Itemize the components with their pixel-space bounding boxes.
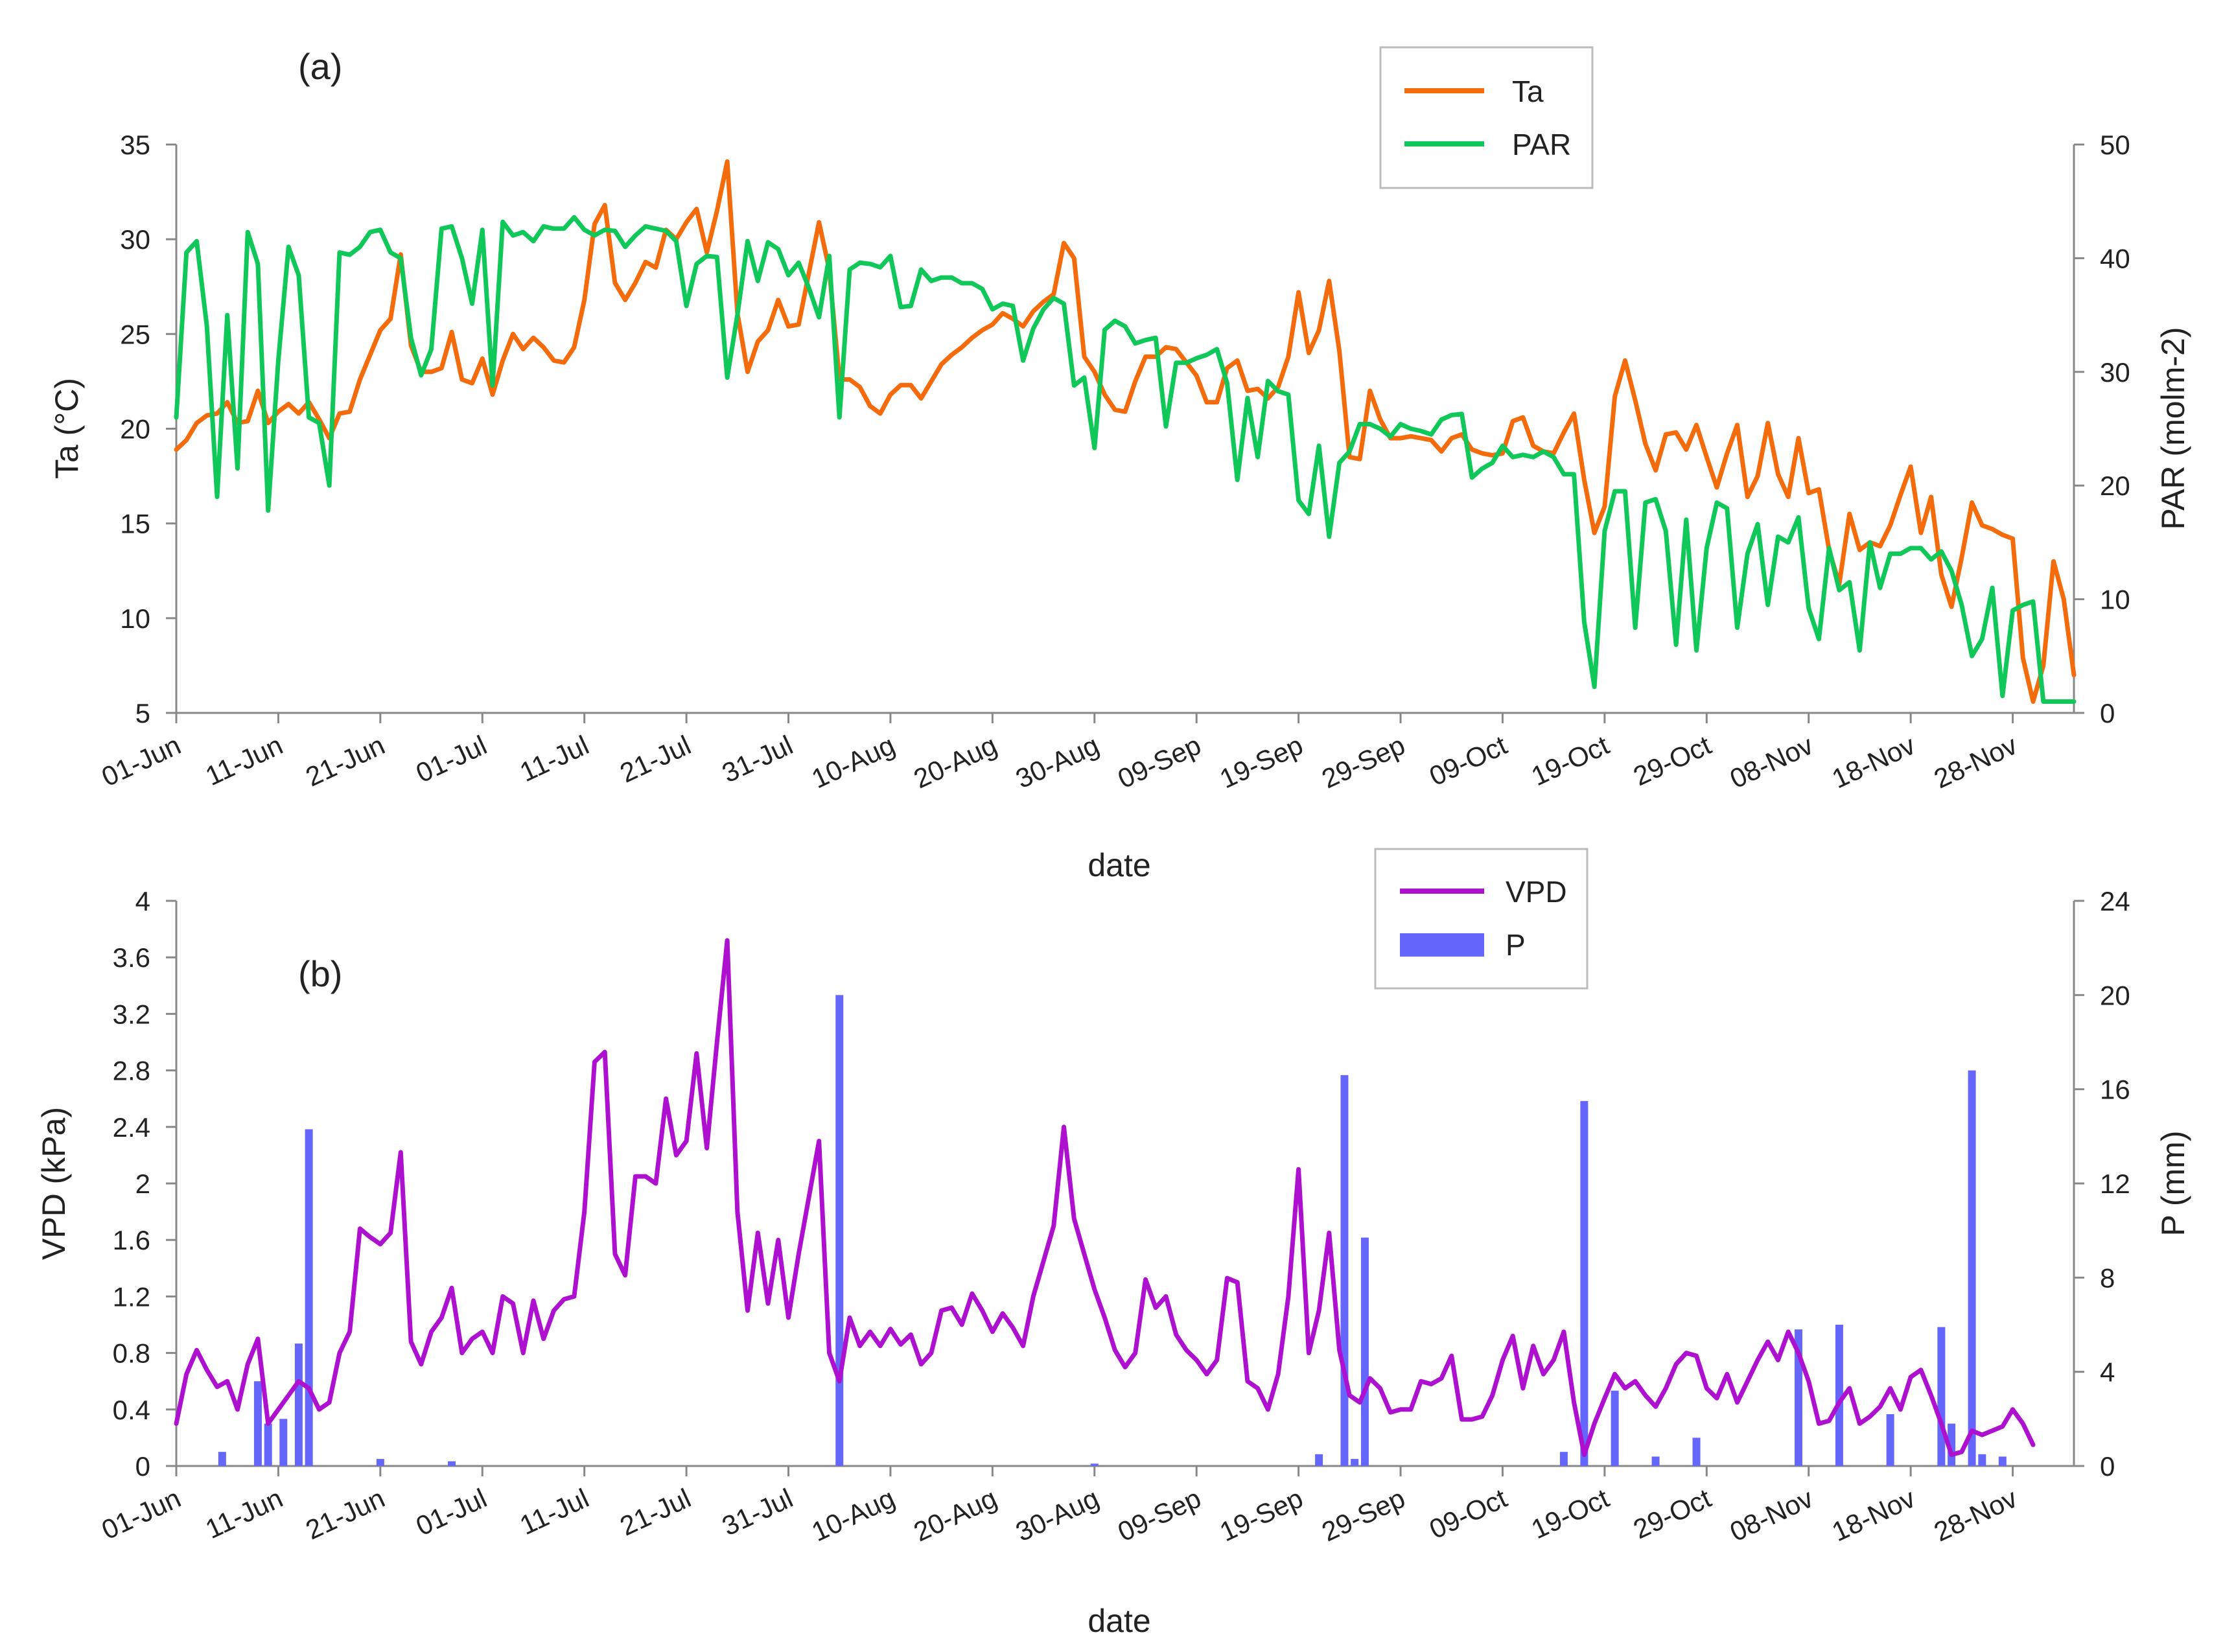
panel-a-x-axis-title: date <box>1088 847 1150 883</box>
y-tick-label: 10 <box>120 603 150 634</box>
y-tick-label: 2.4 <box>113 1112 150 1143</box>
y2-tick-label: 16 <box>2100 1075 2130 1105</box>
panel-a-legend: Ta PAR <box>1379 46 1594 189</box>
y-tick-label: 3.6 <box>113 942 150 973</box>
y2-tick-label: 10 <box>2100 585 2130 615</box>
precip-bar <box>1998 1456 2007 1466</box>
precip-bar <box>1651 1456 1660 1466</box>
precip-bar <box>1580 1100 1589 1466</box>
y-tick-label: 5 <box>135 698 150 728</box>
precip-bar <box>1692 1437 1701 1466</box>
precip-bar <box>218 1452 226 1466</box>
precip-bar <box>1978 1454 1986 1466</box>
y-tick-label: 3.2 <box>113 999 150 1029</box>
precip-bar <box>294 1344 303 1466</box>
panel-b-x-axis-title: date <box>1088 1603 1150 1639</box>
y2-tick-label: 40 <box>2100 243 2130 273</box>
panel-a-label: (a) <box>298 46 342 87</box>
precip-bar <box>279 1419 288 1466</box>
legend-p-swatch <box>1400 933 1484 957</box>
panel-b-legend: VPD P <box>1374 848 1589 990</box>
panel-b-y2-axis-title: P (mm) <box>2155 1131 2191 1237</box>
y-tick-label: 30 <box>120 224 150 255</box>
panel-b-precip-bars <box>218 995 2007 1466</box>
panel-b-series <box>174 938 2036 1458</box>
y2-tick-label: 24 <box>2100 886 2130 916</box>
precip-bar <box>1351 1459 1359 1466</box>
panel-b-label: (b) <box>298 953 342 994</box>
panel-b-left-ticks: 0 0.4 0.8 1.2 1.6 2 2.4 2.8 3.2 3.6 4 <box>113 886 176 1482</box>
precip-bar <box>305 1129 313 1466</box>
panel-a-right-ticks: 0 10 20 30 40 50 <box>2074 130 2130 728</box>
panel-a-y-axis-title: Ta (°C) <box>49 378 85 479</box>
precip-bar <box>264 1423 272 1466</box>
precip-bar <box>1090 1463 1099 1466</box>
y-tick-label: 35 <box>120 130 150 160</box>
y2-tick-label: 0 <box>2100 698 2115 728</box>
y-tick-label: 25 <box>120 319 150 349</box>
y-tick-label: 4 <box>135 886 150 916</box>
precip-bar <box>376 1459 384 1466</box>
y-tick-label: 20 <box>120 414 150 445</box>
y2-tick-label: 20 <box>2100 471 2130 501</box>
panel-a-series <box>174 159 2077 704</box>
y2-tick-label: 30 <box>2100 357 2130 388</box>
panel-a-left-ticks: 5 10 15 20 25 30 35 <box>120 130 176 728</box>
legend-par-label: PAR <box>1512 128 1571 161</box>
y-tick-label: 0 <box>135 1451 150 1482</box>
precip-bar <box>448 1461 456 1466</box>
y2-tick-label: 12 <box>2100 1169 2130 1199</box>
legend-p-label: P <box>1506 928 1526 962</box>
y-tick-label: 1.2 <box>113 1281 150 1312</box>
series-line-ta <box>174 159 2077 704</box>
precip-bar <box>1611 1390 1619 1466</box>
y2-tick-label: 4 <box>2100 1357 2115 1388</box>
y2-tick-label: 50 <box>2100 130 2130 160</box>
precip-bar <box>253 1381 262 1466</box>
precip-bar <box>1559 1452 1568 1466</box>
y-tick-label: 2.8 <box>113 1056 150 1086</box>
y2-tick-label: 0 <box>2100 1451 2115 1482</box>
legend-vpd-label: VPD <box>1506 875 1567 909</box>
precip-bar <box>1360 1237 1369 1466</box>
precip-bar <box>835 995 844 1466</box>
panel-b-y-axis-title: VPD (kPa) <box>36 1107 72 1260</box>
y2-tick-label: 8 <box>2100 1262 2115 1293</box>
y-tick-label: 0.8 <box>113 1338 150 1369</box>
y-tick-label: 0.4 <box>113 1395 150 1425</box>
legend-ta-label: Ta <box>1512 75 1544 108</box>
series-line-par <box>174 215 2077 704</box>
series-line-vpd <box>174 938 2036 1458</box>
y-tick-label: 2 <box>135 1169 150 1199</box>
y-tick-label: 1.6 <box>113 1225 150 1255</box>
precip-bar <box>1835 1325 1843 1466</box>
y-tick-label: 15 <box>120 509 150 539</box>
y2-tick-label: 20 <box>2100 980 2130 1010</box>
precip-bar <box>1886 1414 1894 1466</box>
precip-bar <box>1315 1454 1323 1466</box>
precip-bar <box>1937 1327 1946 1466</box>
precip-bar <box>1968 1070 1976 1466</box>
panel-a-y2-axis-title: PAR (molm-2) <box>2155 327 2191 530</box>
panel-b-right-ticks: 0 4 8 12 16 20 24 <box>2074 886 2130 1482</box>
precip-bar <box>1340 1075 1349 1466</box>
